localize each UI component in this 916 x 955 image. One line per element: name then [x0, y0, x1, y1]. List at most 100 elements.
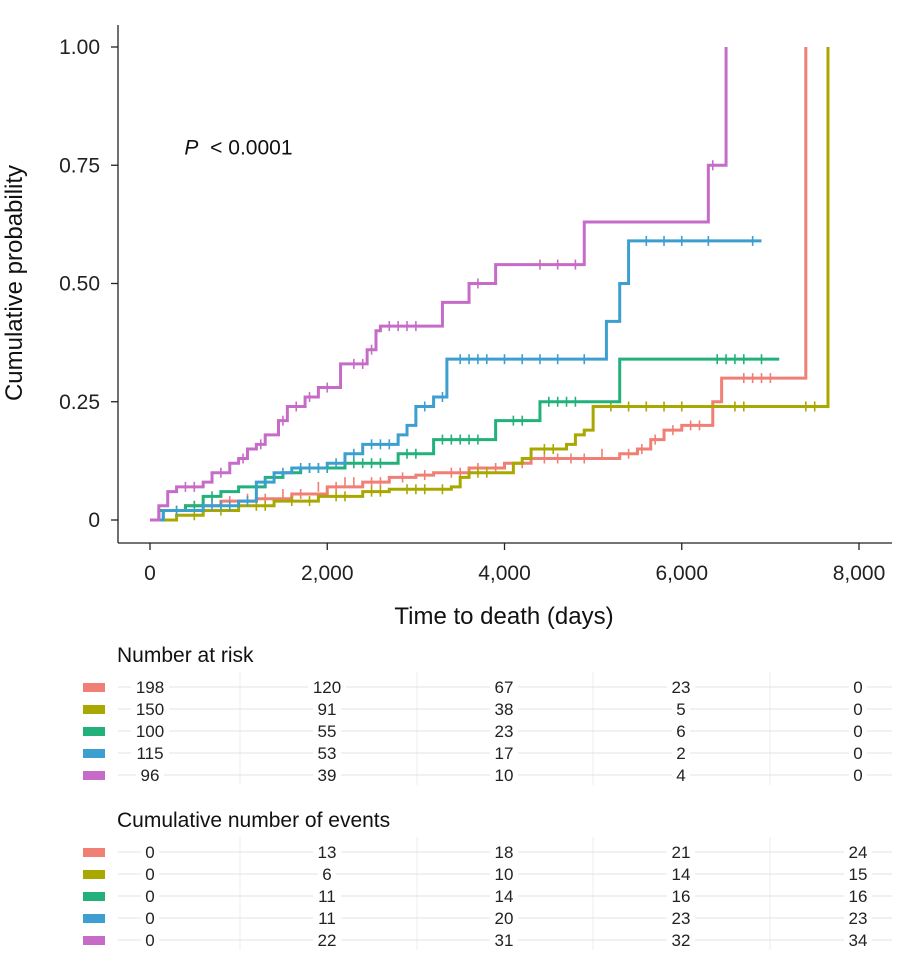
risk-row-color-swatch: [83, 705, 105, 714]
events-cell: 0: [145, 887, 154, 906]
events-cell-bg: [490, 865, 518, 883]
risk-cell-bg: [131, 744, 169, 762]
events-cell: 32: [672, 931, 691, 950]
events-cell: 20: [495, 909, 514, 928]
events-cell-bg: [141, 887, 159, 905]
risk-cell-bg: [490, 766, 518, 784]
events-cell-bg: [313, 909, 341, 927]
risk-cell-bg: [313, 722, 341, 740]
risk-cell-bg: [490, 678, 518, 696]
risk-cell-bg: [849, 722, 867, 740]
series-line-3: [150, 357, 780, 522]
series-line-2: [150, 47, 830, 522]
risk-row-color-swatch: [83, 749, 105, 758]
events-cell-bg: [490, 887, 518, 905]
y-tick-label: 1.00: [59, 36, 100, 59]
risk-table-title: Number at risk: [117, 644, 254, 667]
events-cell: 0: [145, 909, 154, 928]
events-cell: 22: [318, 931, 337, 950]
x-tick-label: 4,000: [478, 562, 531, 585]
events-cell-bg: [313, 843, 341, 861]
risk-cell: 23: [495, 722, 514, 741]
events-cell-bg: [844, 887, 872, 905]
risk-cell-bg: [490, 744, 518, 762]
events-cell: 24: [849, 843, 868, 862]
risk-cell: 38: [495, 700, 514, 719]
series-layer: [150, 47, 830, 522]
events-cell-bg: [667, 843, 695, 861]
risk-cell: 53: [318, 744, 337, 763]
risk-cell: 39: [318, 766, 337, 785]
events-cell-bg: [141, 865, 159, 883]
series-line-5: [150, 47, 728, 522]
events-cell: 16: [849, 887, 868, 906]
events-cell: 31: [495, 931, 514, 950]
events-row-color-swatch: [83, 914, 105, 923]
x-tick-label: 0: [144, 562, 156, 585]
events-cell-bg: [490, 909, 518, 927]
events-cell: 6: [322, 865, 331, 884]
risk-cell: 55: [318, 722, 337, 741]
events-cell: 15: [849, 865, 868, 884]
risk-cell: 198: [136, 678, 164, 697]
risk-cell: 0: [853, 766, 862, 785]
y-axis-title: Cumulative probability: [1, 165, 28, 401]
risk-cell-bg: [490, 722, 518, 740]
p-value-annotation: P < 0.0001: [184, 136, 292, 159]
y-tick-label: 0.25: [59, 391, 100, 414]
events-cell: 34: [849, 931, 868, 950]
risk-cell: 17: [495, 744, 514, 763]
events-cell-bg: [490, 931, 518, 949]
risk-cell: 4: [676, 766, 685, 785]
risk-cell: 0: [853, 678, 862, 697]
events-cell-bg: [844, 843, 872, 861]
risk-cell: 2: [676, 744, 685, 763]
risk-cell: 100: [136, 722, 164, 741]
events-cell: 11: [318, 909, 336, 928]
risk-cell: 0: [853, 700, 862, 719]
events-cell-bg: [667, 865, 695, 883]
events-cell-bg: [141, 931, 159, 949]
events-cell-bg: [844, 909, 872, 927]
events-cell-bg: [313, 931, 341, 949]
events-row-color-swatch: [83, 848, 105, 857]
risk-cell-bg: [672, 700, 690, 718]
events-cell: 23: [672, 909, 691, 928]
y-tick-label: 0: [88, 509, 100, 532]
x-axis-title: Time to death (days): [394, 603, 613, 630]
x-tick-label: 6,000: [655, 562, 708, 585]
x-tick-label: 8,000: [833, 562, 886, 585]
risk-cell: 23: [672, 678, 691, 697]
risk-cell: 0: [853, 744, 862, 763]
p-value-text: < 0.0001: [210, 136, 292, 159]
p-value-symbol: P: [184, 136, 198, 159]
risk-cell: 150: [136, 700, 164, 719]
risk-cell-bg: [313, 700, 341, 718]
events-cell-bg: [667, 887, 695, 905]
series-line-4: [150, 239, 762, 522]
risk-cell: 120: [313, 678, 341, 697]
risk-cell-bg: [313, 744, 341, 762]
events-cell: 0: [145, 865, 154, 884]
events-cell: 13: [318, 843, 337, 862]
events-cell-bg: [667, 909, 695, 927]
events-cell-bg: [667, 931, 695, 949]
risk-cell-bg: [131, 722, 169, 740]
risk-cell-bg: [313, 766, 341, 784]
risk-cell-bg: [672, 722, 690, 740]
risk-cell-bg: [849, 678, 867, 696]
risk-cell-bg: [849, 766, 867, 784]
events-cell: 18: [495, 843, 514, 862]
events-table: Cumulative number of events 0 13 18 21 24 0 6 1…: [83, 809, 892, 950]
events-table-body: 0 13 18 21 24 0 6 10 14 15 0 11 14 16 16 0 11 20 23 23 0 22 31…: [83, 837, 892, 950]
risk-cell: 6: [676, 722, 685, 741]
risk-cell-bg: [672, 744, 690, 762]
risk-cell: 67: [495, 678, 514, 697]
events-cell: 10: [495, 865, 514, 884]
x-tick-label: 2,000: [301, 562, 354, 585]
events-row-color-swatch: [83, 936, 105, 945]
risk-row-color-swatch: [83, 727, 105, 736]
events-row-color-swatch: [83, 892, 105, 901]
